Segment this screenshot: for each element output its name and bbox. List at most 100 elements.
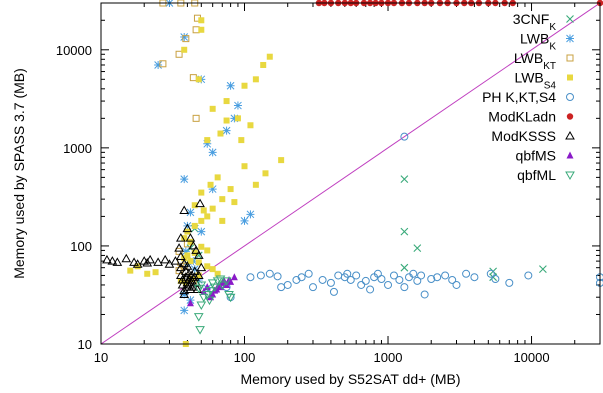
data-point <box>192 114 200 122</box>
legend-marker <box>566 151 574 159</box>
data-point <box>198 17 205 24</box>
data-point <box>198 26 205 33</box>
data-point <box>175 50 183 58</box>
data-point <box>196 262 207 272</box>
legend-marker <box>566 34 574 43</box>
legend-item: LWBS4 <box>514 70 573 91</box>
data-point <box>107 256 118 265</box>
legend-label: ModKLadn <box>488 109 556 125</box>
y-tick-label: 1000 <box>63 141 92 156</box>
data-point <box>204 296 215 306</box>
data-point <box>413 244 422 253</box>
data-point <box>230 273 238 281</box>
y-axis-label: Memory used by SPASS 3.7 (MB) <box>11 68 27 279</box>
y-tick-label: 100 <box>70 239 92 254</box>
data-point <box>144 270 151 277</box>
data-point <box>188 240 199 250</box>
data-point <box>400 227 409 236</box>
legend-marker <box>565 130 575 140</box>
data-point <box>203 283 211 291</box>
data-point <box>196 281 207 290</box>
data-point <box>304 269 313 278</box>
data-point <box>221 277 232 286</box>
data-point <box>214 270 221 277</box>
data-point <box>195 272 202 279</box>
y-tick-label: 10000 <box>56 43 92 58</box>
data-point <box>207 181 214 188</box>
data-point <box>417 271 426 280</box>
data-point <box>134 263 141 270</box>
data-point <box>190 265 199 274</box>
legend-label: PH K,KT,S4 <box>482 89 556 105</box>
data-point <box>182 35 190 43</box>
legend-label: LWBK <box>520 31 556 53</box>
data-point <box>195 259 202 266</box>
data-point <box>127 267 134 274</box>
data-point <box>200 207 207 214</box>
data-point <box>183 221 192 230</box>
legend-marker <box>566 93 574 101</box>
series-0 <box>186 175 547 282</box>
data-point <box>204 247 211 254</box>
data-point <box>181 46 188 53</box>
data-point <box>191 245 201 254</box>
data-point <box>326 278 335 287</box>
data-point <box>224 290 234 300</box>
data-point <box>180 306 189 315</box>
data-point <box>265 269 274 278</box>
data-point <box>234 115 241 122</box>
x-axis-label: Memory used by S52SAT dd+ (MB) <box>240 371 460 387</box>
data-point <box>215 275 226 285</box>
legend-label: 3CNFK <box>513 11 557 33</box>
data-point <box>112 257 123 266</box>
data-point <box>377 275 386 284</box>
data-point <box>227 277 235 285</box>
data-point <box>153 257 163 266</box>
series-4 <box>222 132 603 302</box>
data-point <box>223 98 230 105</box>
legend-label: qbfML <box>517 167 556 183</box>
data-point <box>384 280 393 289</box>
legend-item: qbfML <box>517 167 575 183</box>
data-point <box>238 137 245 144</box>
data-point <box>400 175 409 184</box>
tick-labels: 10 100 1000 10000 10 100 1000 10000 <box>56 43 550 365</box>
data-point <box>182 223 193 233</box>
data-point <box>177 274 188 284</box>
series-6 <box>102 198 207 298</box>
data-point <box>427 275 436 284</box>
data-point <box>187 258 194 265</box>
data-point <box>181 235 188 242</box>
data-point <box>448 275 457 284</box>
data-point <box>409 269 418 278</box>
data-point <box>539 265 547 274</box>
data-point <box>193 313 204 322</box>
data-point <box>452 280 461 289</box>
data-point <box>400 283 409 292</box>
data-point <box>433 273 442 282</box>
data-point <box>400 132 409 141</box>
data-point <box>198 243 205 250</box>
data-point <box>209 266 216 273</box>
data-point <box>209 105 216 112</box>
data-point <box>184 252 191 259</box>
data-point <box>247 122 254 129</box>
data-point <box>189 272 200 281</box>
data-point <box>231 199 238 206</box>
data-point <box>283 280 292 289</box>
data-point <box>209 283 220 293</box>
data-point <box>197 227 206 236</box>
x-tick-label: 100 <box>234 350 256 365</box>
data-point <box>121 253 132 263</box>
data-point <box>217 130 224 137</box>
data-point <box>246 210 255 219</box>
x-tick-label: 10 <box>94 350 108 365</box>
data-point <box>193 250 204 259</box>
legend-item: LWBK <box>520 31 574 53</box>
data-point <box>246 273 255 282</box>
data-point <box>225 293 236 303</box>
data-point <box>195 198 205 208</box>
data-point <box>334 271 343 280</box>
data-point <box>441 271 450 280</box>
